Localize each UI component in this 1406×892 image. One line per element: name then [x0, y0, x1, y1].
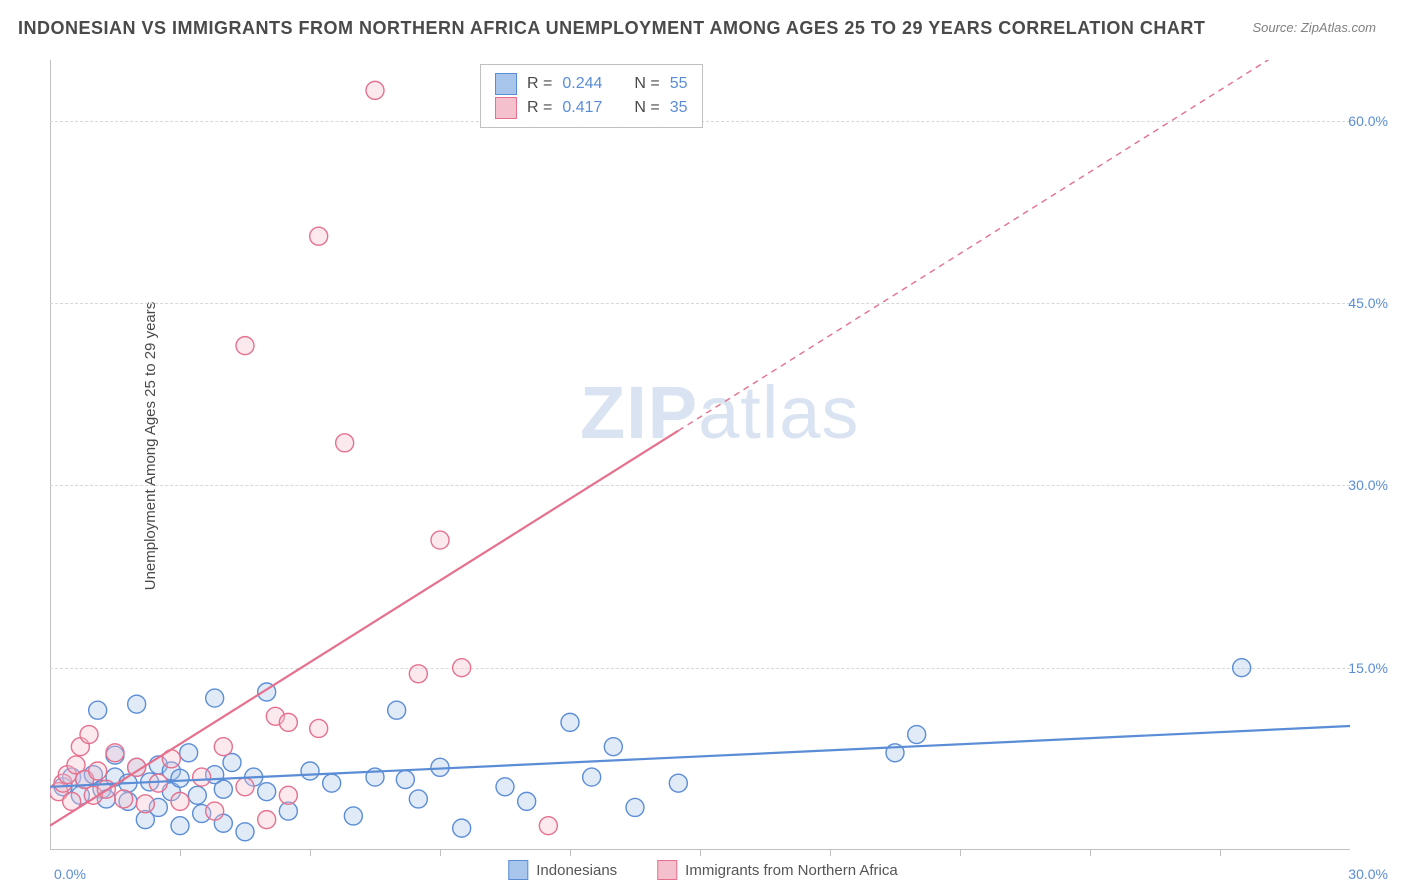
xtick — [960, 850, 961, 856]
data-point — [908, 726, 926, 744]
data-point — [149, 774, 167, 792]
data-point — [258, 783, 276, 801]
data-point — [279, 713, 297, 731]
chart-svg — [50, 60, 1350, 850]
source-attribution: Source: ZipAtlas.com — [1252, 20, 1376, 35]
series-swatch-2 — [657, 860, 677, 880]
data-point — [106, 744, 124, 762]
xtick-label: 30.0% — [1348, 866, 1388, 882]
data-point — [136, 795, 154, 813]
data-point — [409, 665, 427, 683]
data-point — [80, 726, 98, 744]
ytick-label: 30.0% — [1348, 477, 1388, 493]
xtick — [830, 850, 831, 856]
xtick — [310, 850, 311, 856]
chart-title: INDONESIAN VS IMMIGRANTS FROM NORTHERN A… — [18, 18, 1205, 39]
data-point — [669, 774, 687, 792]
legend-swatch-2 — [495, 97, 517, 119]
data-point — [396, 771, 414, 789]
series-legend: Indonesians Immigrants from Northern Afr… — [508, 860, 897, 880]
data-point — [193, 768, 211, 786]
xtick — [1220, 850, 1221, 856]
data-point — [171, 769, 189, 787]
data-point — [89, 762, 107, 780]
data-point — [604, 738, 622, 756]
trendline — [50, 431, 678, 826]
data-point — [323, 774, 341, 792]
xtick-label: 0.0% — [54, 866, 86, 882]
legend-swatch-1 — [495, 73, 517, 95]
data-point — [561, 713, 579, 731]
xtick — [570, 850, 571, 856]
series-label-2: Immigrants from Northern Africa — [685, 862, 898, 879]
data-point — [366, 81, 384, 99]
legend-n-label-1: N = — [634, 75, 659, 93]
data-point — [626, 798, 644, 816]
data-point — [344, 807, 362, 825]
data-point — [236, 778, 254, 796]
data-point — [171, 792, 189, 810]
data-point — [206, 689, 224, 707]
data-point — [310, 227, 328, 245]
legend-r-label-2: R = — [527, 99, 552, 117]
data-point — [336, 434, 354, 452]
series-label-1: Indonesians — [536, 862, 617, 879]
series-swatch-1 — [508, 860, 528, 880]
data-point — [301, 762, 319, 780]
legend-r-label-1: R = — [527, 75, 552, 93]
ytick-label: 60.0% — [1348, 113, 1388, 129]
data-point — [453, 819, 471, 837]
data-point — [583, 768, 601, 786]
data-point — [171, 817, 189, 835]
trendline — [50, 726, 1350, 787]
legend-n-value-1: 55 — [670, 75, 688, 93]
xtick — [1090, 850, 1091, 856]
legend-n-value-2: 35 — [670, 99, 688, 117]
data-point — [409, 790, 427, 808]
data-point — [223, 753, 241, 771]
data-point — [128, 695, 146, 713]
data-point — [539, 817, 557, 835]
xtick — [440, 850, 441, 856]
series-legend-item-1: Indonesians — [508, 860, 617, 880]
data-point — [388, 701, 406, 719]
legend-r-value-2: 0.417 — [562, 99, 602, 117]
data-point — [496, 778, 514, 796]
data-point — [279, 786, 297, 804]
data-point — [236, 823, 254, 841]
data-point — [89, 701, 107, 719]
legend-row-2: R = 0.417 N = 35 — [495, 97, 688, 119]
legend-row-1: R = 0.244 N = 55 — [495, 73, 688, 95]
ytick-label: 45.0% — [1348, 295, 1388, 311]
data-point — [310, 719, 328, 737]
data-point — [518, 792, 536, 810]
xtick — [700, 850, 701, 856]
xtick — [180, 850, 181, 856]
data-point — [206, 802, 224, 820]
data-point — [1233, 659, 1251, 677]
correlation-legend: R = 0.244 N = 55 R = 0.417 N = 35 — [480, 64, 703, 128]
legend-n-label-2: N = — [634, 99, 659, 117]
data-point — [236, 337, 254, 355]
data-point — [258, 811, 276, 829]
data-point — [188, 786, 206, 804]
data-point — [214, 780, 232, 798]
ytick-label: 15.0% — [1348, 660, 1388, 676]
legend-r-value-1: 0.244 — [562, 75, 602, 93]
data-point — [180, 744, 198, 762]
data-point — [115, 790, 133, 808]
data-point — [214, 738, 232, 756]
data-point — [431, 531, 449, 549]
data-point — [453, 659, 471, 677]
trendline — [678, 60, 1306, 431]
series-legend-item-2: Immigrants from Northern Africa — [657, 860, 898, 880]
